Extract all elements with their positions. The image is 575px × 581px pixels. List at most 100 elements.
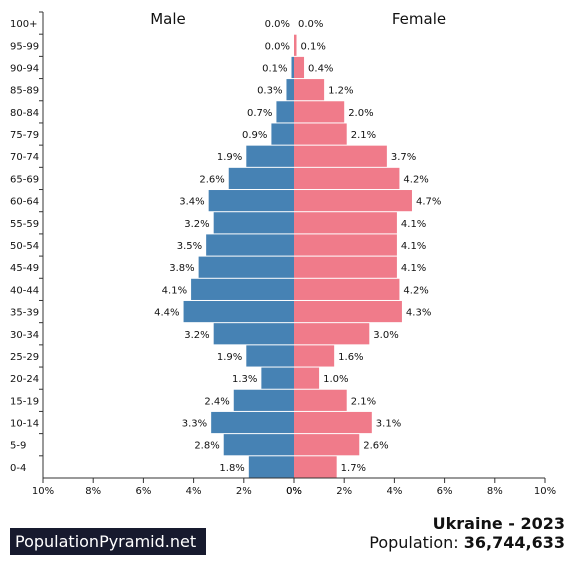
male-bar-65-69	[228, 167, 294, 190]
country-year-title: Ukraine - 2023	[432, 514, 565, 533]
age-group-label-45-49: 45-49	[10, 263, 39, 274]
female-bar-45-49	[294, 256, 397, 278]
female-value-label-70-74: 3.7%	[391, 152, 416, 163]
population-value: 36,744,633	[463, 533, 565, 552]
male-value-label-55-59: 3.2%	[184, 219, 209, 230]
male-value-label-80-84: 0.7%	[247, 108, 272, 119]
male-bar-40-44	[191, 278, 294, 300]
female-value-label-35-39: 4.3%	[406, 308, 431, 319]
male-bar-75-79	[271, 123, 294, 145]
male-bar-45-49	[198, 256, 294, 278]
male-title: Male	[150, 10, 186, 28]
x-tick-label-right-3: 6%	[437, 486, 453, 497]
age-group-label-0-4: 0-4	[10, 463, 26, 474]
female-bar-75-79	[294, 123, 347, 145]
male-value-label-5-9: 2.8%	[194, 441, 219, 452]
male-bar-85-89	[286, 79, 294, 101]
male-value-label-0-4: 1.8%	[219, 463, 244, 474]
female-value-label-20-24: 1.0%	[323, 374, 348, 385]
male-value-label-10-14: 3.3%	[182, 419, 207, 430]
female-value-label-0-4: 1.7%	[341, 463, 366, 474]
female-bar-90-94	[294, 56, 305, 79]
age-group-label-10-14: 10-14	[10, 419, 39, 430]
male-value-label-85-89: 0.3%	[257, 86, 282, 97]
female-value-label-45-49: 4.1%	[401, 263, 426, 274]
x-tick-label-left-1: 8%	[85, 486, 101, 497]
site-brand[interactable]: PopulationPyramid.net	[10, 528, 206, 555]
x-tick-label-right-1: 2%	[336, 486, 352, 497]
x-tick-label-left-2: 6%	[135, 486, 151, 497]
male-bar-0-4	[248, 456, 294, 478]
age-group-label-30-34: 30-34	[10, 330, 39, 341]
x-tick-label-right-4: 8%	[487, 486, 503, 497]
male-value-label-45-49: 3.8%	[169, 263, 194, 274]
age-group-label-70-74: 70-74	[10, 152, 39, 163]
age-group-label-75-79: 75-79	[10, 130, 39, 141]
age-group-label-50-54: 50-54	[10, 241, 39, 252]
male-bar-25-29	[246, 345, 294, 367]
female-value-label-50-54: 4.1%	[401, 241, 426, 252]
age-group-label-25-29: 25-29	[10, 352, 39, 363]
female-bar-55-59	[294, 212, 397, 234]
population-pyramid-chart: Male Female 0.0% 0.0% 0.0% 0.1% 0.1% 0.4% 0.3%…	[10, 10, 556, 497]
male-bar-60-64	[208, 190, 294, 212]
male-value-label-60-64: 3.4%	[179, 197, 204, 208]
female-bar-30-34	[294, 323, 370, 345]
female-value-label-15-19: 2.1%	[351, 396, 376, 407]
male-value-label-100+: 0.0%	[265, 19, 290, 30]
population-line: Population: 36,744,633	[369, 533, 565, 552]
male-value-label-40-44: 4.1%	[162, 285, 187, 296]
female-bar-25-29	[294, 345, 335, 367]
x-tick-label-right-5: 10%	[534, 486, 556, 497]
female-value-label-40-44: 4.2%	[403, 285, 428, 296]
female-value-label-25-29: 1.6%	[338, 352, 363, 363]
male-bar-15-19	[233, 389, 294, 411]
male-value-label-25-29: 1.9%	[217, 352, 242, 363]
female-value-label-95-99: 0.1%	[301, 41, 326, 52]
age-group-label-20-24: 20-24	[10, 374, 39, 385]
age-group-label-80-84: 80-84	[10, 108, 39, 119]
female-value-label-55-59: 4.1%	[401, 219, 426, 230]
male-bar-90-94	[291, 56, 294, 79]
male-bar-55-59	[213, 212, 294, 234]
male-value-label-30-34: 3.2%	[184, 330, 209, 341]
x-tick-label-right-0: 0%	[286, 486, 302, 497]
female-bar-15-19	[294, 389, 347, 411]
female-bar-70-74	[294, 145, 387, 167]
male-value-label-35-39: 4.4%	[154, 308, 179, 319]
female-value-label-30-34: 3.0%	[373, 330, 398, 341]
male-bar-30-34	[213, 323, 294, 345]
age-group-label-90-94: 90-94	[10, 63, 39, 74]
female-value-label-65-69: 4.2%	[403, 174, 428, 185]
female-bar-80-84	[294, 101, 345, 123]
population-label: Population:	[369, 533, 459, 552]
female-value-label-85-89: 1.2%	[328, 86, 353, 97]
age-group-label-55-59: 55-59	[10, 219, 39, 230]
female-bar-10-14	[294, 411, 372, 434]
male-bar-10-14	[211, 411, 294, 434]
x-tick-label-right-2: 4%	[386, 486, 402, 497]
male-bar-5-9	[223, 434, 294, 456]
female-bar-65-69	[294, 167, 400, 190]
x-tick-label-left-3: 4%	[186, 486, 202, 497]
bars-group	[183, 34, 412, 478]
male-value-label-20-24: 1.3%	[232, 374, 257, 385]
age-group-label-100+: 100+	[10, 19, 37, 30]
age-group-label-40-44: 40-44	[10, 285, 39, 296]
female-bar-95-99	[294, 34, 297, 56]
female-bar-60-64	[294, 190, 412, 212]
female-bar-40-44	[294, 278, 400, 300]
male-value-label-65-69: 2.6%	[199, 174, 224, 185]
female-value-label-100+: 0.0%	[298, 19, 323, 30]
male-value-label-95-99: 0.0%	[265, 41, 290, 52]
male-bar-50-54	[206, 234, 294, 256]
age-group-label-5-9: 5-9	[10, 441, 26, 452]
age-group-label-85-89: 85-89	[10, 86, 39, 97]
male-bar-70-74	[246, 145, 294, 167]
female-bar-50-54	[294, 234, 397, 256]
x-tick-label-left-5: 0%	[286, 486, 302, 497]
x-tick-label-left-4: 2%	[236, 486, 252, 497]
female-bar-5-9	[294, 434, 360, 456]
female-bar-20-24	[294, 367, 320, 389]
age-group-label-95-99: 95-99	[10, 41, 39, 52]
